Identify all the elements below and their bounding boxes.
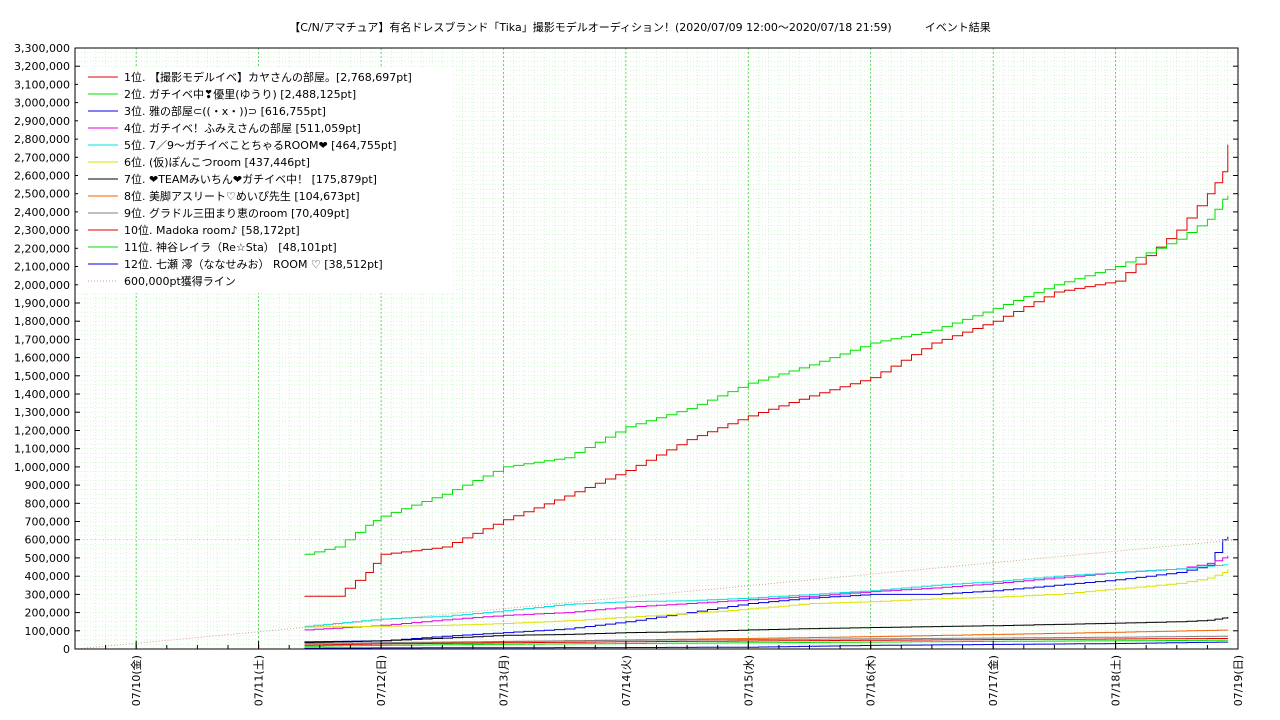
y-tick-label: 800,000 <box>25 497 71 510</box>
legend-entry: 6位. (仮)ぽんこつroom [437,446pt] <box>124 155 310 169</box>
y-tick-label: 1,800,000 <box>14 315 70 328</box>
series-line <box>304 536 1229 643</box>
y-tick-label: 3,100,000 <box>14 78 70 91</box>
y-tick-label: 2,200,000 <box>14 242 70 255</box>
y-tick-label: 700,000 <box>25 516 71 529</box>
legend-entry: 5位. 7／9〜ガチイベことちゃるROOM❤ [464,755pt] <box>124 138 397 152</box>
y-tick-label: 3,000,000 <box>14 97 70 110</box>
x-tick-label: 07/17(金) <box>986 655 1000 706</box>
y-tick-label: 1,900,000 <box>14 297 70 310</box>
legend-entry: 12位. 七瀬 澪（ななせみお） ROOM ♡ [38,512pt] <box>124 257 383 271</box>
legend: 1位. 【撮影モデルイベ】カヤさんの部屋。[2,768,697pt] 2位. ガチ… <box>78 67 453 293</box>
y-tick-label: 2,800,000 <box>14 133 70 146</box>
series-line <box>304 144 1229 597</box>
series-line <box>304 569 1229 628</box>
y-tick-label: 1,600,000 <box>14 352 70 365</box>
y-tick-label: 2,900,000 <box>14 115 70 128</box>
y-tick-label: 1,000,000 <box>14 461 70 474</box>
legend-entry: 10位. Madoka room♪ [58,172pt] <box>124 223 300 237</box>
chart-title: 【C/N/アマチュア】有名ドレスブランド「Tika」撮影モデルオーディション！(… <box>289 21 991 34</box>
legend-entry: 9位. グラドル三田まり恵のroom [70,409pt] <box>124 206 349 220</box>
series-line <box>304 635 1229 644</box>
legend-entry: 4位. ガチイベ！ふみえさんの部屋 [511,059pt] <box>124 121 361 135</box>
x-tick-label: 07/10(金) <box>129 655 143 706</box>
legend-entry: 2位. ガチイベ中❣優里(ゆうり) [2,488,125pt] <box>124 87 356 101</box>
y-tick-label: 500,000 <box>25 552 71 565</box>
y-tick-label: 1,500,000 <box>14 370 70 383</box>
series-line <box>304 638 1229 646</box>
y-tick-label: 1,700,000 <box>14 333 70 346</box>
y-tick-label: 400,000 <box>25 570 71 583</box>
x-tick-label: 07/13(月) <box>498 655 511 706</box>
legend-entry: 11位. 神谷レイラ（Re☆Sta） [48,101pt] <box>124 240 337 254</box>
legend-entry: 3位. 雅の部屋⊂((・x・))⊃ [616,755pt] <box>124 104 326 118</box>
y-tick-label: 2,400,000 <box>14 206 70 219</box>
x-tick-label: 07/18(土) <box>1110 655 1123 706</box>
y-tick-label: 300,000 <box>25 588 71 601</box>
y-tick-label: 3,300,000 <box>14 42 70 55</box>
y-tick-label: 1,100,000 <box>14 443 70 456</box>
y-tick-label: 1,300,000 <box>14 406 70 419</box>
x-tick-label: 07/16(木) <box>865 655 878 706</box>
x-tick-label: 07/14(火) <box>620 655 633 706</box>
x-tick-label: 07/15(水) <box>742 655 755 706</box>
series-line <box>304 195 1229 555</box>
y-tick-label: 2,600,000 <box>14 170 70 183</box>
series-line <box>304 639 1229 647</box>
y-tick-label: 1,200,000 <box>14 425 70 438</box>
axes: 0 100,000 200,000 300,000 400,000 500,000 600,… <box>14 42 1245 706</box>
series-line <box>304 629 1229 646</box>
x-tick-label: 07/19(日) <box>1232 655 1245 706</box>
x-tick-label: 07/11(土) <box>253 655 266 706</box>
legend-entry: 1位. 【撮影モデルイベ】カヤさんの部屋。[2,768,697pt] <box>124 70 412 84</box>
series-line <box>304 555 1229 631</box>
y-tick-label: 200,000 <box>25 607 71 620</box>
legend-entry: 7位. ❤TEAMみいちん❤ガチイベ中！ [175,879pt] <box>124 172 377 186</box>
y-tick-label: 100,000 <box>25 625 71 638</box>
y-tick-label: 2,100,000 <box>14 261 70 274</box>
y-tick-label: 600,000 <box>25 534 71 547</box>
y-tick-label: 2,500,000 <box>14 188 70 201</box>
y-tick-label: 3,200,000 <box>14 60 70 73</box>
y-tick-label: 900,000 <box>25 479 71 492</box>
series-lines <box>75 144 1238 649</box>
legend-entry: 8位. 美脚アスリート♡めいぴ先生 [104,673pt] <box>124 189 360 203</box>
x-tick-label: 07/12(日) <box>375 655 388 706</box>
y-tick-label: 1,400,000 <box>14 388 70 401</box>
series-line <box>304 564 1229 627</box>
y-tick-label: 0 <box>63 643 70 656</box>
series-line <box>304 617 1229 644</box>
y-tick-label: 2,300,000 <box>14 224 70 237</box>
legend-box <box>78 67 453 293</box>
legend-entry: 600,000pt獲得ライン <box>124 275 236 288</box>
y-tick-label: 2,700,000 <box>14 151 70 164</box>
y-tick-label: 2,000,000 <box>14 279 70 292</box>
